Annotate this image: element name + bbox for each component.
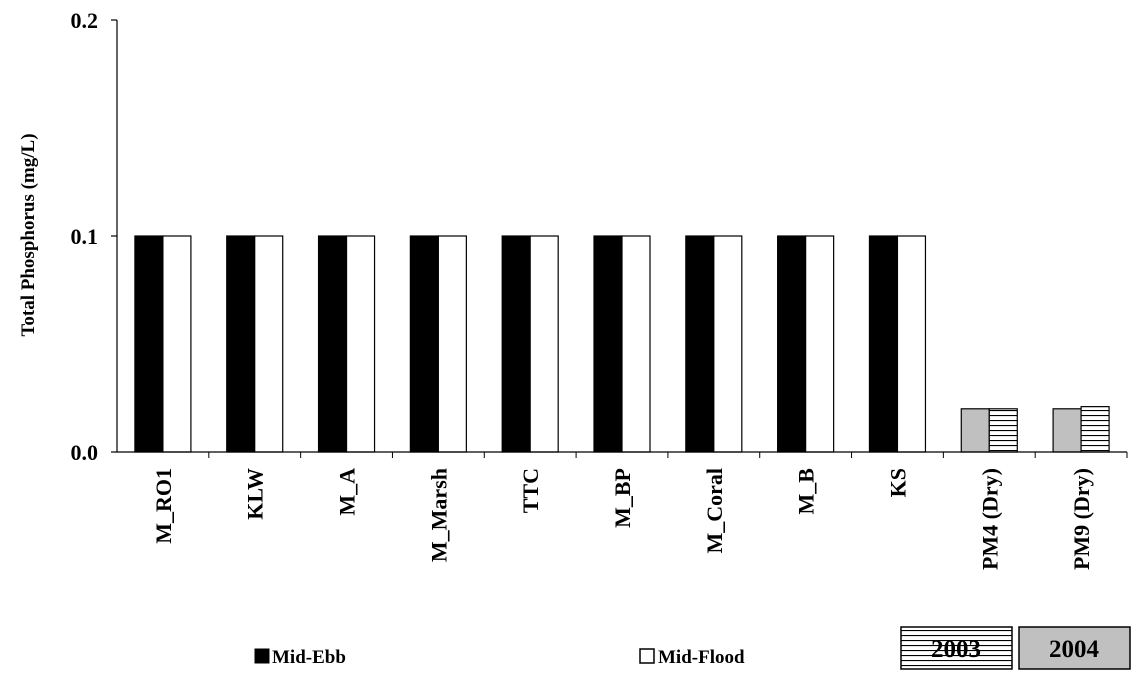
x-tick-label: M_Marsh bbox=[426, 468, 451, 562]
x-tick-labels: M_RO1 KLW M_A M_Marsh TTC M_BP M_Coral M_B KS PM4… bbox=[151, 468, 1094, 570]
bar-mid-ebb-m-b bbox=[777, 235, 807, 453]
x-tick-label: M_A bbox=[335, 468, 360, 516]
bar-mid-flood-m-ro1 bbox=[162, 235, 192, 453]
bar-mid-ebb-m-bp bbox=[593, 235, 623, 453]
bar-mid-flood-m-marsh bbox=[437, 235, 467, 453]
legend-label-mid-ebb: Mid-Ebb bbox=[272, 647, 346, 668]
y-tick-labels: 0.0 0.1 0.2 bbox=[71, 8, 99, 465]
year-label-2003: 2003 bbox=[931, 636, 981, 663]
x-tick-label: M_BP bbox=[610, 468, 635, 528]
bar-mid-flood-m-bp bbox=[621, 235, 651, 453]
bar-mid-flood-pm4-dry bbox=[988, 408, 1018, 453]
bar-mid-ebb-m-coral bbox=[685, 235, 715, 453]
legend-swatch-mid-flood bbox=[639, 648, 655, 664]
bar-mid-flood-pm9-dry bbox=[1080, 406, 1110, 453]
y-tick-label: 0.1 bbox=[71, 224, 99, 249]
year-box-2003 bbox=[900, 626, 1013, 670]
bar-mid-ebb-m-ro1 bbox=[134, 235, 164, 453]
x-tick-label: M_Coral bbox=[702, 468, 727, 554]
x-tick-label: M_B bbox=[794, 468, 819, 515]
x-tick-label: TTC bbox=[518, 468, 543, 513]
y-axis-label: Total Phosphorus (mg/L) bbox=[18, 133, 39, 336]
legend-label-mid-flood: Mid-Flood bbox=[658, 647, 745, 668]
bar-mid-ebb-m-marsh bbox=[409, 235, 439, 453]
legend: Mid-Ebb Mid-Flood bbox=[254, 647, 745, 668]
bar-mid-flood-ks bbox=[896, 235, 927, 453]
y-tick-label: 0.2 bbox=[71, 8, 99, 33]
bar-mid-ebb-pm4-dry bbox=[960, 408, 990, 453]
axes bbox=[111, 19, 1128, 458]
x-tick-label: PM9 (Dry) bbox=[1069, 468, 1094, 570]
year-legend: 2003 2004 bbox=[900, 626, 1131, 670]
bar-mid-flood-m-coral bbox=[713, 235, 743, 453]
bars bbox=[134, 235, 1110, 453]
year-label-2004: 2004 bbox=[1049, 636, 1100, 663]
bar-mid-ebb-ttc bbox=[501, 235, 531, 453]
y-tick-label: 0.0 bbox=[71, 440, 99, 465]
x-tick-label: KS bbox=[885, 468, 910, 497]
year-box-2004 bbox=[1018, 626, 1131, 670]
bar-mid-ebb-ks bbox=[868, 235, 899, 453]
bar-mid-flood-ttc bbox=[529, 235, 559, 453]
bar-mid-flood-m-a bbox=[345, 235, 376, 453]
x-tick-label: KLW bbox=[243, 468, 268, 520]
bar-mid-ebb-klw bbox=[226, 235, 256, 453]
legend-swatch-mid-ebb bbox=[254, 648, 270, 664]
x-tick-label: M_RO1 bbox=[151, 468, 176, 544]
bar-mid-ebb-m-a bbox=[317, 235, 348, 453]
bar-mid-flood-m-b bbox=[805, 235, 835, 453]
bar-mid-ebb-pm9-dry bbox=[1052, 408, 1082, 453]
bar-mid-flood-klw bbox=[254, 235, 284, 453]
x-tick-label: PM4 (Dry) bbox=[977, 468, 1002, 570]
